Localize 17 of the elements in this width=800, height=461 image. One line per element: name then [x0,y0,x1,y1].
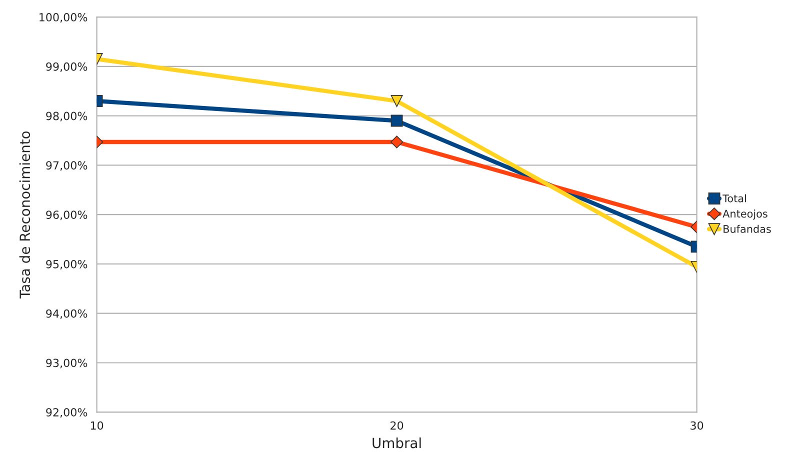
y-tick-label: 93,00% [46,358,88,368]
legend-label: Anteojos [722,210,768,220]
y-tick-label: 99,00% [46,62,88,72]
x-tick-label: 10 [90,421,104,430]
y-tick-label: 97,00% [46,161,88,171]
x-tick-label: 30 [690,421,704,430]
x-tick-label: 20 [390,421,404,430]
legend-label: Bufandas [724,224,771,233]
y-tick-label: 95,00% [46,260,88,270]
y-tick-label: 96,00% [46,210,88,220]
y-axis-title: Tasa de Reconocimiento [19,131,30,299]
x-axis-title: Umbral [372,437,421,448]
y-tick-label: 92,00% [46,408,88,418]
y-tick-label: 94,00% [46,309,88,319]
y-tick-label: 98,00% [46,112,88,122]
legend-label: Total [722,194,746,202]
y-tick-label: 100,00% [40,13,88,23]
